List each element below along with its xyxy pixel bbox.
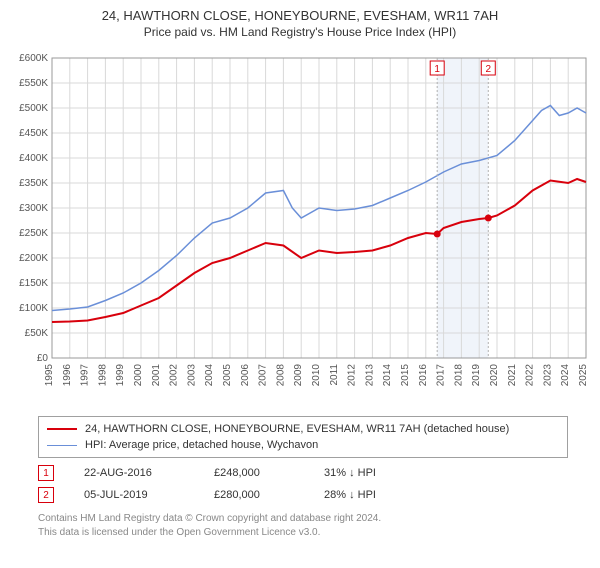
svg-text:2002: 2002 [169, 364, 180, 387]
svg-text:2024: 2024 [560, 364, 571, 387]
svg-text:£200K: £200K [19, 253, 48, 264]
svg-text:2017: 2017 [436, 364, 447, 387]
svg-text:£350K: £350K [19, 178, 48, 189]
legend-swatch-hpi [47, 445, 77, 446]
svg-text:2021: 2021 [507, 364, 518, 387]
svg-text:£0: £0 [37, 353, 49, 364]
svg-text:2023: 2023 [542, 364, 553, 387]
legend-swatch-property [47, 428, 77, 430]
svg-text:2009: 2009 [293, 364, 304, 387]
svg-text:1998: 1998 [97, 364, 108, 387]
legend-box: 24, HAWTHORN CLOSE, HONEYBOURNE, EVESHAM… [38, 416, 568, 458]
svg-text:£250K: £250K [19, 228, 48, 239]
svg-text:2010: 2010 [311, 364, 322, 387]
marker-badge-1: 1 [38, 465, 54, 481]
chart-subtitle: Price paid vs. HM Land Registry's House … [0, 25, 600, 39]
svg-text:2019: 2019 [471, 364, 482, 387]
legend-label-property: 24, HAWTHORN CLOSE, HONEYBOURNE, EVESHAM… [85, 423, 509, 435]
svg-text:2022: 2022 [525, 364, 536, 387]
chart-title: 24, HAWTHORN CLOSE, HONEYBOURNE, EVESHAM… [0, 8, 600, 23]
svg-text:2014: 2014 [382, 364, 393, 387]
svg-text:1999: 1999 [115, 364, 126, 387]
svg-text:£550K: £550K [19, 78, 48, 89]
svg-text:2011: 2011 [329, 364, 340, 386]
footer-attribution: Contains HM Land Registry data © Crown c… [38, 512, 568, 539]
svg-text:2: 2 [485, 64, 491, 75]
legend-row-hpi: HPI: Average price, detached house, Wych… [47, 437, 559, 453]
chart-area: £0 £50K £100K £150K £200K £250K £300K £350K £400… [8, 52, 592, 402]
marker-badge-2: 2 [38, 487, 54, 503]
svg-text:2013: 2013 [364, 364, 375, 387]
svg-text:2006: 2006 [240, 364, 251, 387]
svg-text:2018: 2018 [453, 364, 464, 387]
svg-text:1995: 1995 [44, 364, 55, 387]
svg-text:£450K: £450K [19, 128, 48, 139]
marker-pct-1: 31% ↓ HPI [324, 467, 444, 479]
svg-text:2012: 2012 [347, 364, 358, 387]
legend-row-property: 24, HAWTHORN CLOSE, HONEYBOURNE, EVESHAM… [47, 421, 559, 437]
footer-line-2: This data is licensed under the Open Gov… [38, 526, 568, 540]
svg-text:2020: 2020 [489, 364, 500, 387]
svg-text:2015: 2015 [400, 364, 411, 387]
svg-text:£300K: £300K [19, 203, 48, 214]
svg-text:1: 1 [434, 64, 440, 75]
svg-text:£150K: £150K [19, 278, 48, 289]
marker-date-2: 05-JUL-2019 [84, 489, 214, 501]
svg-text:2008: 2008 [275, 364, 286, 387]
footer-line-1: Contains HM Land Registry data © Crown c… [38, 512, 568, 526]
marker-pct-2: 28% ↓ HPI [324, 489, 444, 501]
chart-container: 24, HAWTHORN CLOSE, HONEYBOURNE, EVESHAM… [0, 8, 600, 568]
marker-price-1: £248,000 [214, 467, 324, 479]
svg-text:2007: 2007 [258, 364, 269, 387]
svg-text:£400K: £400K [19, 153, 48, 164]
legend-label-hpi: HPI: Average price, detached house, Wych… [85, 439, 318, 451]
marker-date-1: 22-AUG-2016 [84, 467, 214, 479]
svg-text:£500K: £500K [19, 103, 48, 114]
marker-row-1: 1 22-AUG-2016 £248,000 31% ↓ HPI [38, 462, 568, 484]
svg-text:£600K: £600K [19, 53, 48, 64]
svg-text:2025: 2025 [578, 364, 589, 387]
svg-text:1997: 1997 [80, 364, 91, 387]
marker-row-2: 2 05-JUL-2019 £280,000 28% ↓ HPI [38, 484, 568, 506]
svg-text:2000: 2000 [133, 364, 144, 387]
svg-text:£50K: £50K [25, 328, 49, 339]
svg-text:2004: 2004 [204, 364, 215, 387]
svg-text:2003: 2003 [186, 364, 197, 387]
marker-price-2: £280,000 [214, 489, 324, 501]
svg-text:2001: 2001 [151, 364, 162, 387]
svg-text:2016: 2016 [418, 364, 429, 387]
svg-text:1996: 1996 [62, 364, 73, 387]
marker-table: 1 22-AUG-2016 £248,000 31% ↓ HPI 2 05-JU… [38, 462, 568, 506]
svg-text:2005: 2005 [222, 364, 233, 387]
line-chart-svg: £0 £50K £100K £150K £200K £250K £300K £350K £400… [8, 52, 592, 402]
svg-text:£100K: £100K [19, 303, 48, 314]
